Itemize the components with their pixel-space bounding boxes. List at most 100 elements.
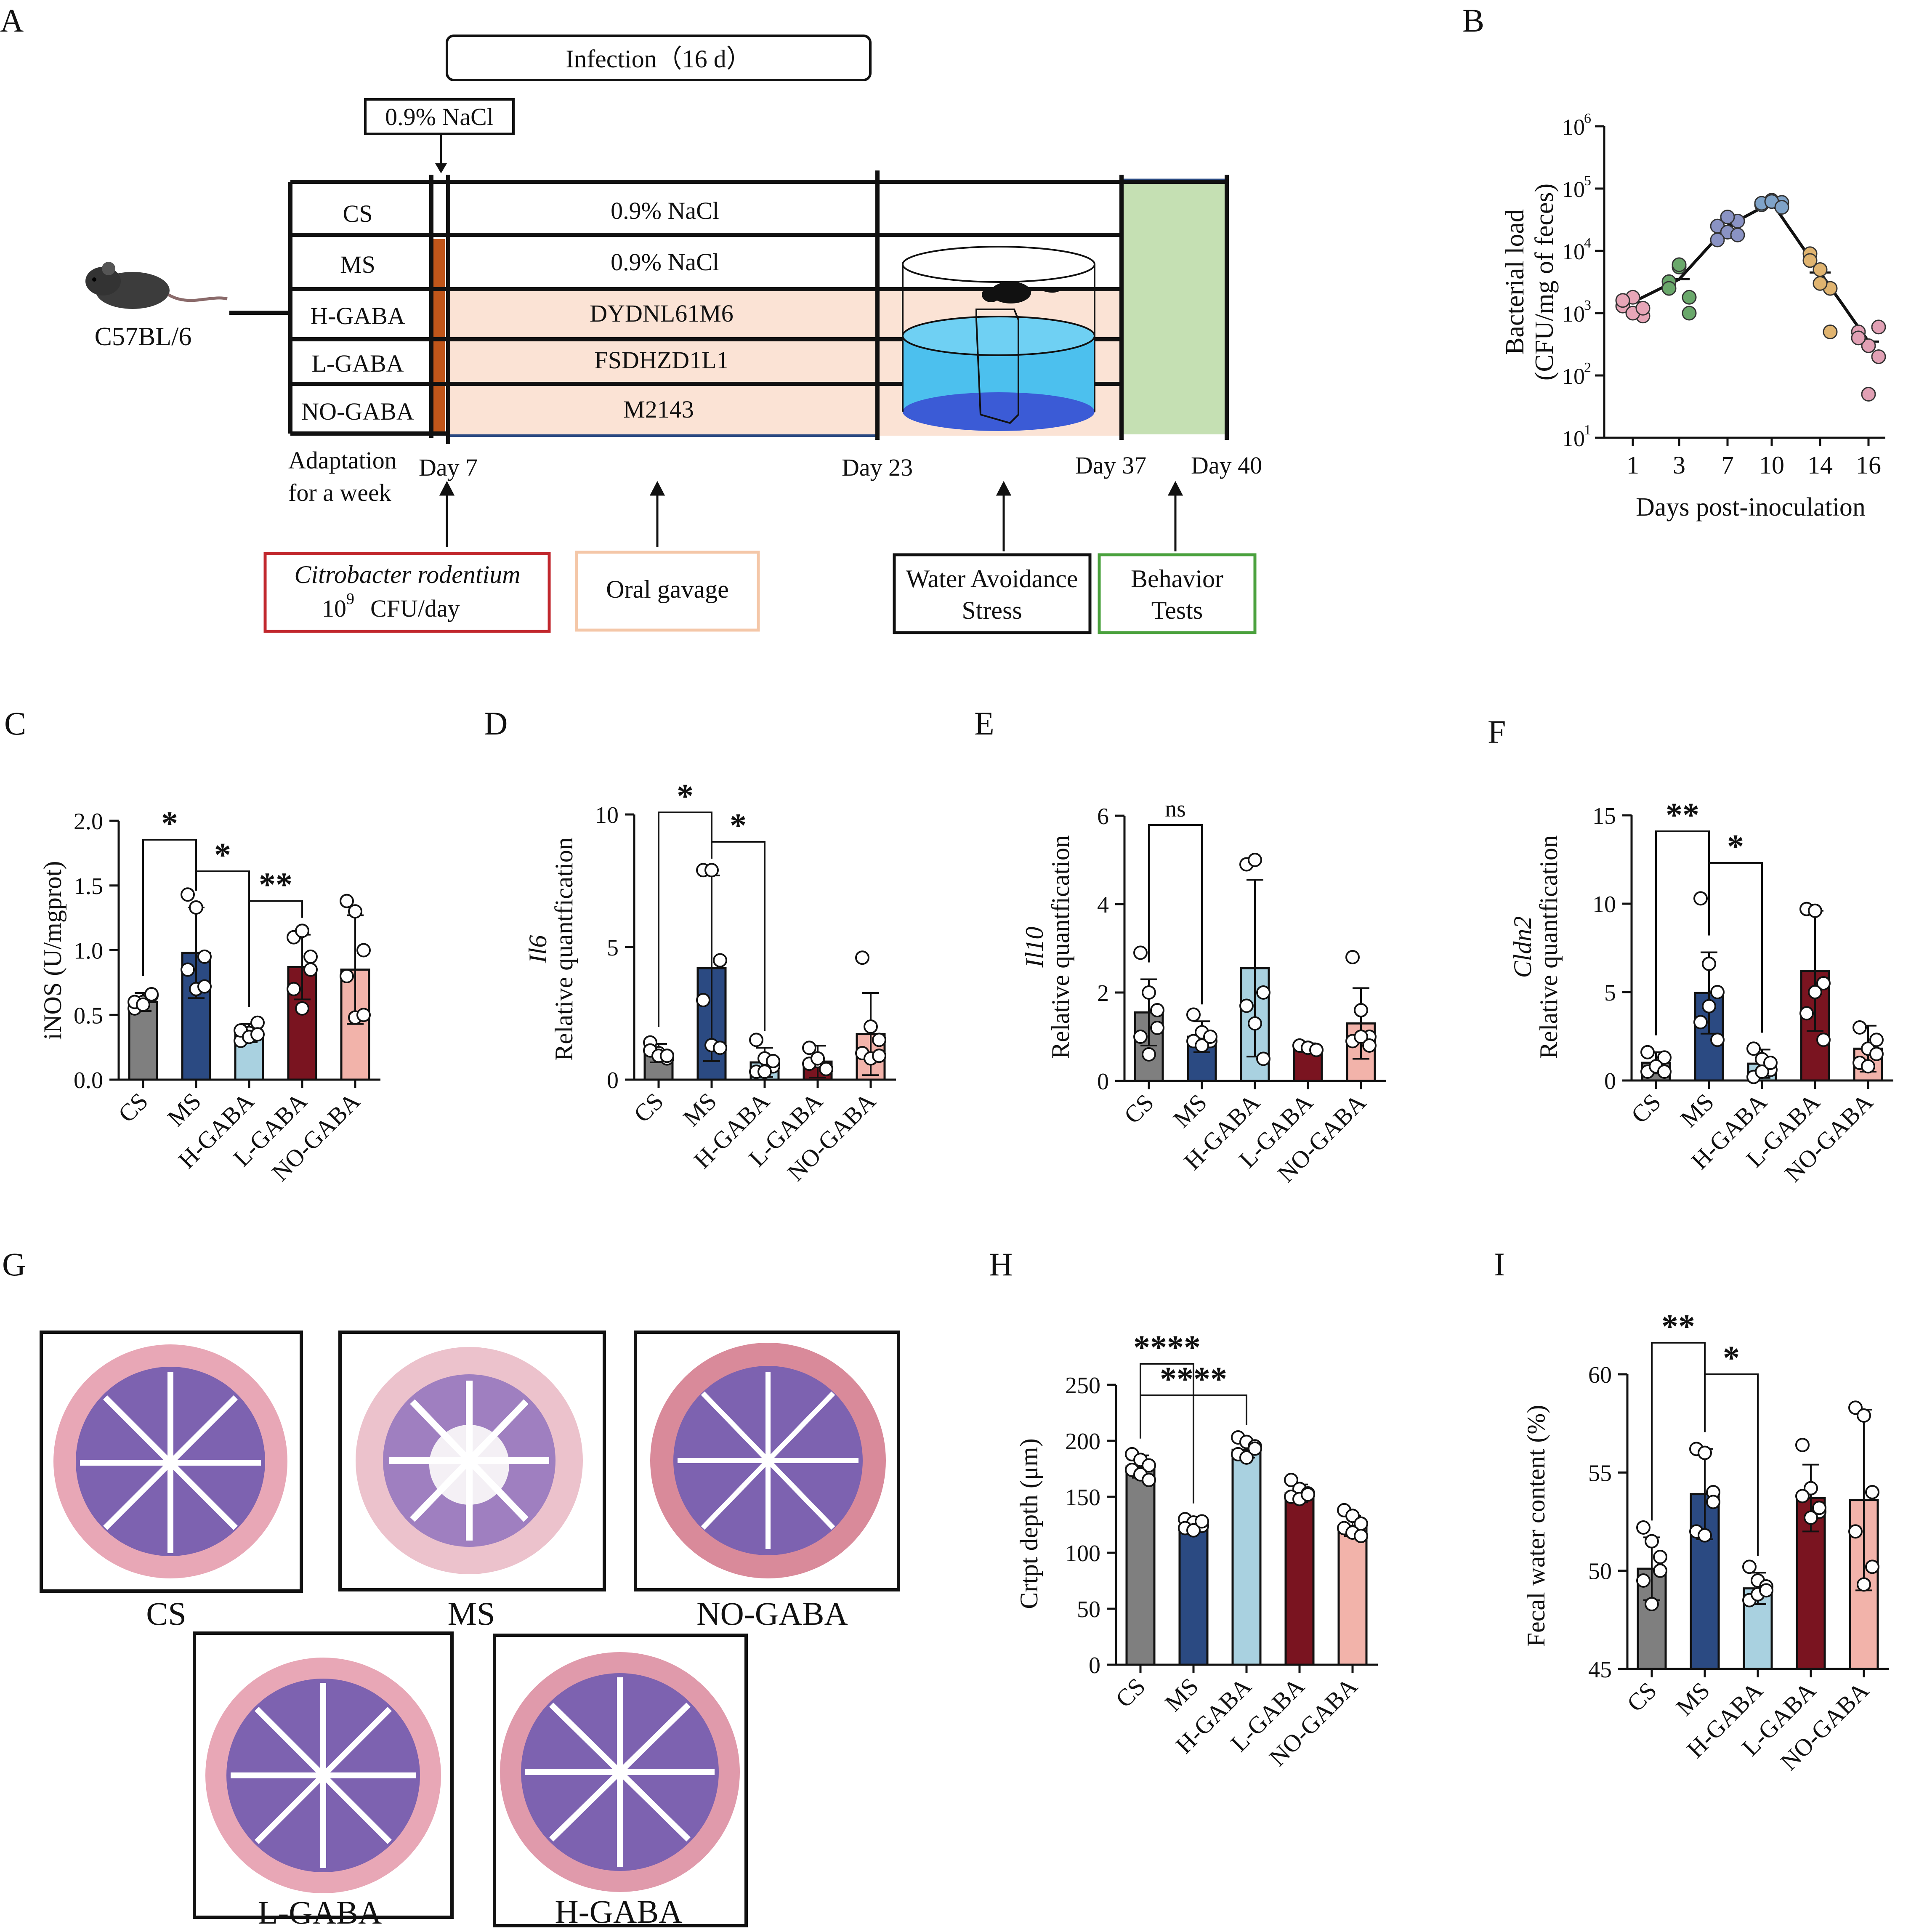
data-point <box>287 982 301 996</box>
data-point <box>340 894 354 908</box>
significance-label: ** <box>1666 797 1699 834</box>
data-point <box>136 997 150 1012</box>
infection-label: Infection（16 d） <box>566 45 752 73</box>
data-point <box>1693 891 1708 906</box>
data-point <box>1672 257 1687 272</box>
significance-bracket <box>248 900 303 1007</box>
row-treatment-h-gaba: DYDNL61M6 <box>590 300 734 327</box>
data-point <box>1865 1559 1879 1574</box>
x-tick-label: MS <box>1671 1677 1715 1721</box>
data-point <box>1710 232 1725 247</box>
data-point <box>1142 1047 1156 1062</box>
data-point <box>295 923 309 938</box>
significance-label: **** <box>1160 1361 1227 1398</box>
x-tick-label: MS <box>1168 1088 1212 1133</box>
significance-bracket <box>142 839 197 976</box>
data-point <box>1203 1030 1217 1044</box>
data-point <box>1636 1520 1651 1535</box>
data-point <box>1150 1021 1164 1035</box>
y-axis-gene-label: Il10 <box>1021 927 1048 968</box>
behavior-tests-box <box>1098 553 1257 634</box>
x-tick-label: 14 <box>1807 451 1833 479</box>
y-tick-label: 6 <box>1097 804 1109 830</box>
row-treatment-l-gaba: FSDHZD1L1 <box>594 346 728 374</box>
data-point <box>1661 281 1677 296</box>
data-point <box>1657 1050 1672 1065</box>
data-point <box>1802 253 1818 268</box>
data-point <box>1869 1047 1884 1061</box>
arrow-up-icon <box>439 481 455 496</box>
data-point <box>1133 945 1148 960</box>
significance-label: **** <box>1133 1329 1201 1366</box>
panel-letter-h: H <box>989 1246 1013 1283</box>
data-point <box>1799 1006 1814 1021</box>
bar-no-gaba <box>1337 1525 1368 1666</box>
data-point <box>1142 1473 1156 1488</box>
adaptation-line1: Adaptation <box>288 447 397 474</box>
data-point <box>356 1008 371 1022</box>
x-tick-label: 3 <box>1673 451 1685 479</box>
y-tick-label: 200 <box>1065 1429 1100 1455</box>
y-axis-label-line2: (CFU/mg of feces) <box>1530 184 1559 381</box>
y-tick-label: 0.5 <box>74 1003 103 1029</box>
x-tick-label: MS <box>1675 1088 1719 1132</box>
arrow-up-icon <box>996 481 1012 496</box>
data-point <box>1195 1038 1209 1053</box>
data-point <box>1804 1510 1818 1525</box>
data-point <box>1869 1033 1884 1047</box>
y-tick-label: 0 <box>1097 1069 1109 1095</box>
citrobacter-line1: Citrobacter rodentium <box>294 561 520 588</box>
significance-label: * <box>730 807 747 844</box>
histology-label-l-gaba: L-GABA <box>258 1894 382 1931</box>
day-40-label: Day 40 <box>1191 452 1262 479</box>
data-point <box>1142 985 1156 1000</box>
data-point <box>1615 293 1630 308</box>
data-point <box>1702 999 1716 1014</box>
data-point <box>1362 1038 1377 1053</box>
data-point <box>197 979 212 994</box>
data-point <box>1645 1534 1659 1549</box>
y-axis-label: Relative quantfication <box>1535 835 1563 1059</box>
infection-box <box>446 35 872 81</box>
citrobacter-dose-base: 10 <box>322 595 346 622</box>
data-point <box>1720 209 1735 224</box>
mouse-icon <box>85 262 228 309</box>
data-point <box>1682 306 1697 321</box>
data-point <box>1345 950 1360 964</box>
data-point <box>1248 1441 1262 1456</box>
y-axis-label: iNOS (U/mgprot) <box>39 861 66 1040</box>
y-axis-label: Fecal water content (%) <box>1522 1405 1550 1647</box>
data-point <box>1702 956 1716 971</box>
y-axis-gene-label: Il6 <box>524 935 552 964</box>
data-point <box>1823 325 1838 340</box>
y-tick-label: 1.0 <box>74 938 103 964</box>
data-point <box>1133 1030 1148 1044</box>
chart-c-inos: 0.00.51.01.52.0CS MSH-GABAL-GABANO-GABAiN… <box>39 805 380 1186</box>
data-point <box>1698 1528 1712 1543</box>
panel-letter-c: C <box>4 705 26 742</box>
colon-section-no-gaba <box>650 1343 886 1578</box>
x-axis-label: Days post-inoculation <box>1636 493 1866 522</box>
data-point <box>303 949 318 964</box>
x-tick-label: 7 <box>1721 451 1734 479</box>
significance-bracket <box>711 841 765 1031</box>
data-point <box>713 953 727 968</box>
x-tick-label: 16 <box>1856 451 1881 479</box>
significance-label: * <box>677 778 694 815</box>
x-tick-label: CS <box>628 1087 669 1128</box>
data-point <box>1301 1487 1315 1502</box>
data-point <box>144 987 159 1002</box>
data-point <box>1795 1438 1810 1452</box>
day-23-label: Day 23 <box>842 454 913 481</box>
y-tick-label: 5 <box>1604 980 1616 1006</box>
data-point <box>197 949 212 964</box>
data-point <box>1195 1514 1209 1529</box>
y-tick-label-exponent: 4 <box>1584 235 1591 251</box>
row-group-h-gaba: H-GABA <box>310 302 405 330</box>
data-point <box>1653 1563 1667 1578</box>
behavior-fill <box>1122 180 1227 434</box>
data-point <box>1239 998 1254 1013</box>
data-point <box>696 993 710 1007</box>
